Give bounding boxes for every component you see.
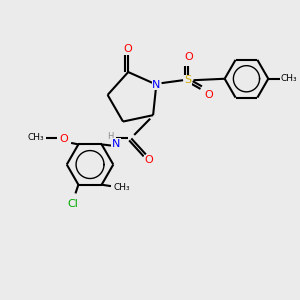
- Text: Cl: Cl: [67, 199, 78, 209]
- Text: N: N: [152, 80, 160, 90]
- Text: CH₃: CH₃: [28, 134, 44, 142]
- Text: O: O: [59, 134, 68, 144]
- Text: N: N: [112, 139, 120, 149]
- Text: O: O: [124, 44, 133, 54]
- Text: O: O: [184, 52, 193, 62]
- Text: O: O: [144, 155, 153, 165]
- Text: CH₃: CH₃: [114, 183, 130, 192]
- Text: O: O: [204, 90, 213, 100]
- Text: H: H: [107, 133, 113, 142]
- Text: S: S: [185, 75, 192, 85]
- Text: CH₃: CH₃: [280, 74, 297, 83]
